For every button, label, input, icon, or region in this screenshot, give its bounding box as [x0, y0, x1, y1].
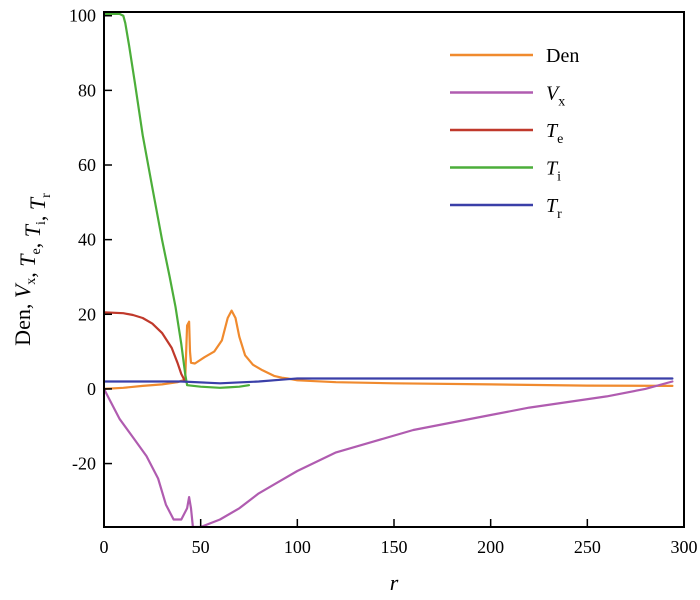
legend: Den Vx Te Ti Tr — [450, 45, 579, 222]
y-tick-label: 80 — [78, 80, 96, 100]
y-tick-label: 100 — [69, 6, 96, 26]
legend-label-den: Den — [546, 45, 579, 67]
series-line-tr — [104, 377, 674, 385]
y-title-part: T — [25, 196, 50, 210]
y-title-part: , — [15, 267, 40, 278]
series-line-ti — [104, 12, 251, 389]
y-title-subscript: x — [24, 278, 39, 285]
y-axis-title: Den, Vx, Te, Ti, Tr — [10, 193, 54, 346]
series-line-den — [104, 309, 674, 390]
x-tick-label: 300 — [671, 537, 698, 557]
y-title-subscript: e — [29, 248, 44, 254]
x-tick-label: 200 — [477, 537, 504, 557]
y-tick-label: -20 — [72, 454, 96, 474]
x-tick-label: 0 — [100, 537, 109, 557]
legend-label-te: Te — [546, 120, 563, 147]
y-tick-label: 60 — [78, 155, 96, 175]
y-title-part: , — [25, 210, 50, 221]
x-tick-label: 250 — [574, 537, 601, 557]
y-title-part: V — [10, 282, 35, 298]
y-axis: -20 0 20 40 60 80 100 — [69, 6, 112, 474]
x-tick-label: 150 — [381, 537, 408, 557]
y-title-part: , — [20, 237, 45, 248]
legend-label-vx: Vx — [546, 83, 565, 110]
x-tick-label: 100 — [284, 537, 311, 557]
x-axis-title: r — [390, 570, 399, 595]
x-axis: 0 50 100 150 200 250 300 — [100, 519, 698, 557]
plot-frame — [103, 11, 685, 528]
series-line-vx — [104, 380, 674, 527]
y-title-part: Den, — [10, 298, 35, 346]
series-line-te — [104, 311, 187, 383]
series-layer — [104, 12, 674, 527]
y-title-part: T — [20, 223, 45, 237]
y-title-part: T — [15, 253, 40, 267]
y-title-subscript: i — [34, 221, 49, 225]
y-title-subscript: r — [39, 193, 54, 198]
legend-label-tr: Tr — [546, 195, 562, 222]
y-tick-label: 20 — [78, 304, 96, 324]
x-tick-label: 50 — [192, 537, 210, 557]
legend-label-ti: Ti — [546, 158, 561, 185]
y-tick-label: 40 — [78, 230, 96, 250]
y-tick-label: 0 — [87, 379, 96, 399]
